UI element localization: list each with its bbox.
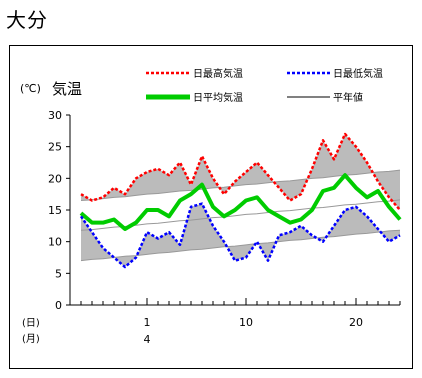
chart-title: 気温	[52, 80, 82, 98]
legend-mean-label: 日平均気温	[193, 91, 243, 104]
min-anomaly-shade-segment	[312, 235, 323, 242]
max-anomaly-shade-segment	[323, 140, 334, 178]
min-anomaly-shade-segment	[356, 206, 367, 235]
max-temperature-line	[80, 132, 401, 211]
min-anomaly-shade-segment	[213, 225, 224, 248]
y-tick-label: 20	[48, 172, 62, 185]
min-anomaly-shade-segment	[334, 210, 345, 237]
legend-normal-label: 平年値	[333, 91, 363, 104]
max-anomaly-shade-segment	[356, 146, 367, 175]
max-anomaly-shade-segment	[345, 134, 356, 176]
min-anomaly-shade-segment	[378, 229, 389, 242]
chart-frame	[9, 45, 413, 369]
min-anomaly-shade-segment	[191, 203, 202, 250]
min-anomaly-shade-segment	[147, 232, 158, 255]
y-tick-label: 30	[48, 109, 62, 122]
max-anomaly-shade-segment	[378, 171, 389, 198]
page-title: 大分	[6, 8, 48, 32]
x-tick-label: 20	[349, 316, 363, 329]
legend-min-label: 日最低気温	[333, 67, 383, 80]
min-anomaly-shade-segment	[367, 216, 378, 234]
min-anomaly-shade-segment	[235, 244, 246, 261]
plot-area: 0 5 10 15 20 25 30 1 10 20	[48, 109, 402, 329]
max-anomaly-shade-segment	[169, 162, 180, 193]
max-anomaly-shade-segment	[257, 162, 268, 185]
min-anomaly-shade-segment	[290, 225, 301, 241]
legend-max-label: 日最高気温	[193, 67, 243, 80]
min-anomaly-shade-segment	[345, 206, 356, 236]
min-anomaly-shade-segment	[202, 203, 213, 250]
mean-temperature-line	[79, 173, 402, 231]
y-tick-label: 10	[48, 236, 62, 249]
max-anomaly-shade-segment	[136, 172, 147, 196]
min-anomaly-shade-segment	[92, 232, 103, 260]
min-anomaly-shade-segment	[180, 206, 191, 252]
x-tick-label: 1	[144, 316, 151, 329]
x-row-label-day: (日)	[22, 318, 40, 329]
max-anomaly-shade-segment	[202, 156, 213, 190]
min-anomaly-shade-segment	[158, 232, 169, 254]
y-tick-label: 25	[48, 141, 62, 154]
x-tick-label: 10	[239, 316, 253, 329]
y-tick-label: 0	[55, 299, 62, 312]
chart-unit: (℃)	[20, 82, 41, 95]
max-anomaly-shade-segment	[246, 162, 257, 185]
min-anomaly-shade-segment	[268, 235, 279, 261]
max-anomaly-shade-segment	[290, 179, 301, 201]
y-tick-label: 5	[55, 267, 62, 280]
x-row-label-month: (月)	[22, 333, 40, 345]
max-anomaly-shade-segment	[334, 134, 345, 177]
max-anomaly-shade-segment	[147, 168, 158, 195]
max-anomaly-shade-segment	[312, 140, 323, 179]
max-anomaly-shade-segment	[279, 180, 290, 201]
min-anomaly-shade-segment	[169, 232, 180, 253]
min-anomaly-shade-segment	[81, 216, 92, 261]
min-anomaly-shade-segment	[246, 241, 257, 258]
min-temperature-line	[79, 202, 401, 269]
y-tick-label: 15	[48, 204, 62, 217]
normal-min-line	[80, 229, 401, 262]
month-label: 4	[144, 333, 151, 346]
max-anomaly-shade-segment	[213, 178, 224, 195]
max-anomaly-shade-segment	[180, 162, 191, 191]
